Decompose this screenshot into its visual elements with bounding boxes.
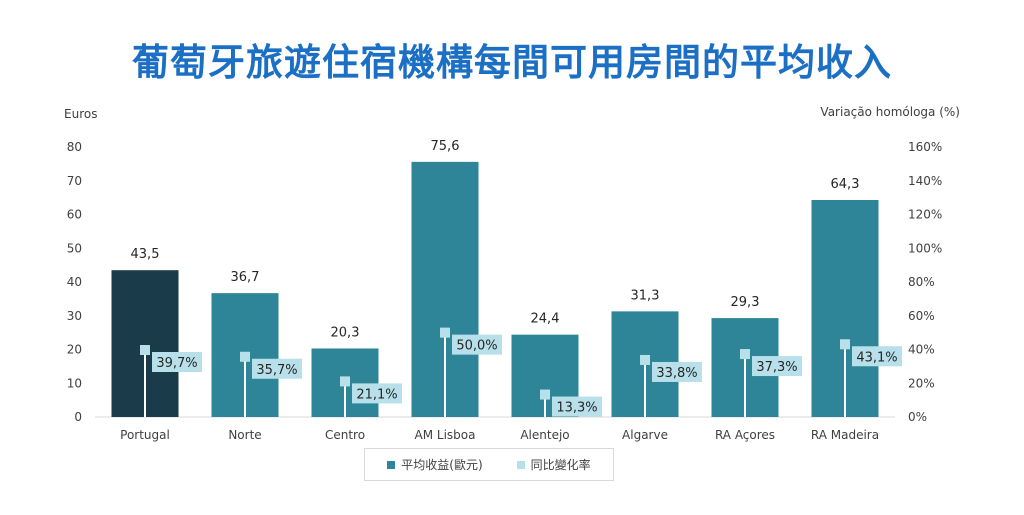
y-tick-label: 20 (67, 343, 82, 357)
y2-tick-label: 140% (908, 174, 942, 188)
legend-label-revenue: 平均收益(歐元) (401, 458, 483, 472)
yoy-marker (240, 351, 250, 362)
y-tick-label: 80 (67, 140, 82, 154)
yoy-marker (740, 349, 750, 360)
yoy-value-label: 35,7% (256, 363, 297, 378)
legend-item-revenue: 平均收益(歐元) (387, 456, 483, 473)
yoy-value-label: 39,7% (156, 356, 197, 371)
yoy-label-box (152, 352, 202, 373)
x-tick-label: Norte (228, 428, 261, 442)
yoy-label-box (852, 346, 902, 367)
bar-value-label: 75,6 (431, 139, 460, 154)
bar-value-label: 64,3 (831, 177, 860, 192)
yoy-value-label: 13,3% (556, 401, 597, 416)
yoy-marker (540, 389, 550, 400)
yoy-marker (640, 354, 650, 365)
yoy-marker (840, 339, 850, 350)
y2-tick-label: 160% (908, 140, 942, 154)
x-tick-label: Alentejo (520, 428, 569, 442)
y2-tick-label: 0% (908, 410, 927, 424)
y-tick-label: 0 (74, 410, 82, 424)
yoy-value-label: 50,0% (456, 339, 497, 354)
y-axis-title: Euros (64, 107, 97, 121)
yoy-label-box (352, 383, 402, 404)
yoy-marker (440, 327, 450, 338)
y2-tick-label: 80% (908, 275, 935, 289)
yoy-label-box (652, 361, 702, 382)
bar-value-label: 29,3 (731, 295, 760, 310)
y2-tick-label: 40% (908, 343, 935, 357)
legend-label-yoy: 同比變化率 (530, 458, 591, 472)
yoy-label-box (752, 356, 802, 377)
y-tick-label: 50 (67, 241, 82, 255)
y2-axis-title: Variação homóloga (%) (820, 105, 960, 119)
legend-item-yoy: 同比變化率 (516, 456, 591, 473)
yoy-label-box (452, 334, 502, 355)
yoy-marker (140, 345, 150, 356)
x-tick-label: Algarve (622, 428, 668, 442)
y2-tick-label: 100% (908, 241, 942, 255)
yoy-value-label: 33,8% (656, 366, 697, 381)
y2-tick-label: 20% (908, 376, 935, 390)
chart-title: 葡萄牙旅遊住宿機構每間可用房間的平均收入 (132, 41, 892, 84)
y2-tick-label: 60% (908, 309, 935, 323)
yoy-value-label: 37,3% (756, 360, 797, 375)
y-tick-label: 10 (67, 376, 82, 390)
y-tick-label: 70 (67, 174, 82, 188)
yoy-label-box (552, 396, 602, 417)
y-tick-label: 30 (67, 309, 82, 323)
legend-swatch-yoy (516, 460, 525, 469)
bar-value-label: 36,7 (231, 270, 260, 285)
x-tick-label: Portugal (120, 428, 170, 442)
x-tick-label: Centro (325, 428, 365, 442)
yoy-value-label: 43,1% (856, 350, 897, 365)
bar-value-label: 20,3 (331, 325, 360, 340)
yoy-marker (340, 376, 350, 387)
yoy-label-box (252, 358, 302, 379)
y-tick-label: 40 (67, 275, 82, 289)
x-tick-label: RA Madeira (811, 428, 879, 442)
legend: 平均收益(歐元) 同比變化率 (364, 448, 614, 481)
bar-value-label: 43,5 (131, 247, 160, 262)
y-tick-label: 60 (67, 208, 82, 222)
x-tick-label: AM Lisboa (415, 428, 476, 442)
bar-value-label: 31,3 (631, 288, 660, 303)
legend-swatch-revenue (387, 460, 396, 469)
x-tick-label: RA Açores (715, 428, 775, 442)
yoy-value-label: 21,1% (356, 387, 397, 402)
bar-value-label: 24,4 (531, 312, 560, 327)
y2-tick-label: 120% (908, 208, 942, 222)
